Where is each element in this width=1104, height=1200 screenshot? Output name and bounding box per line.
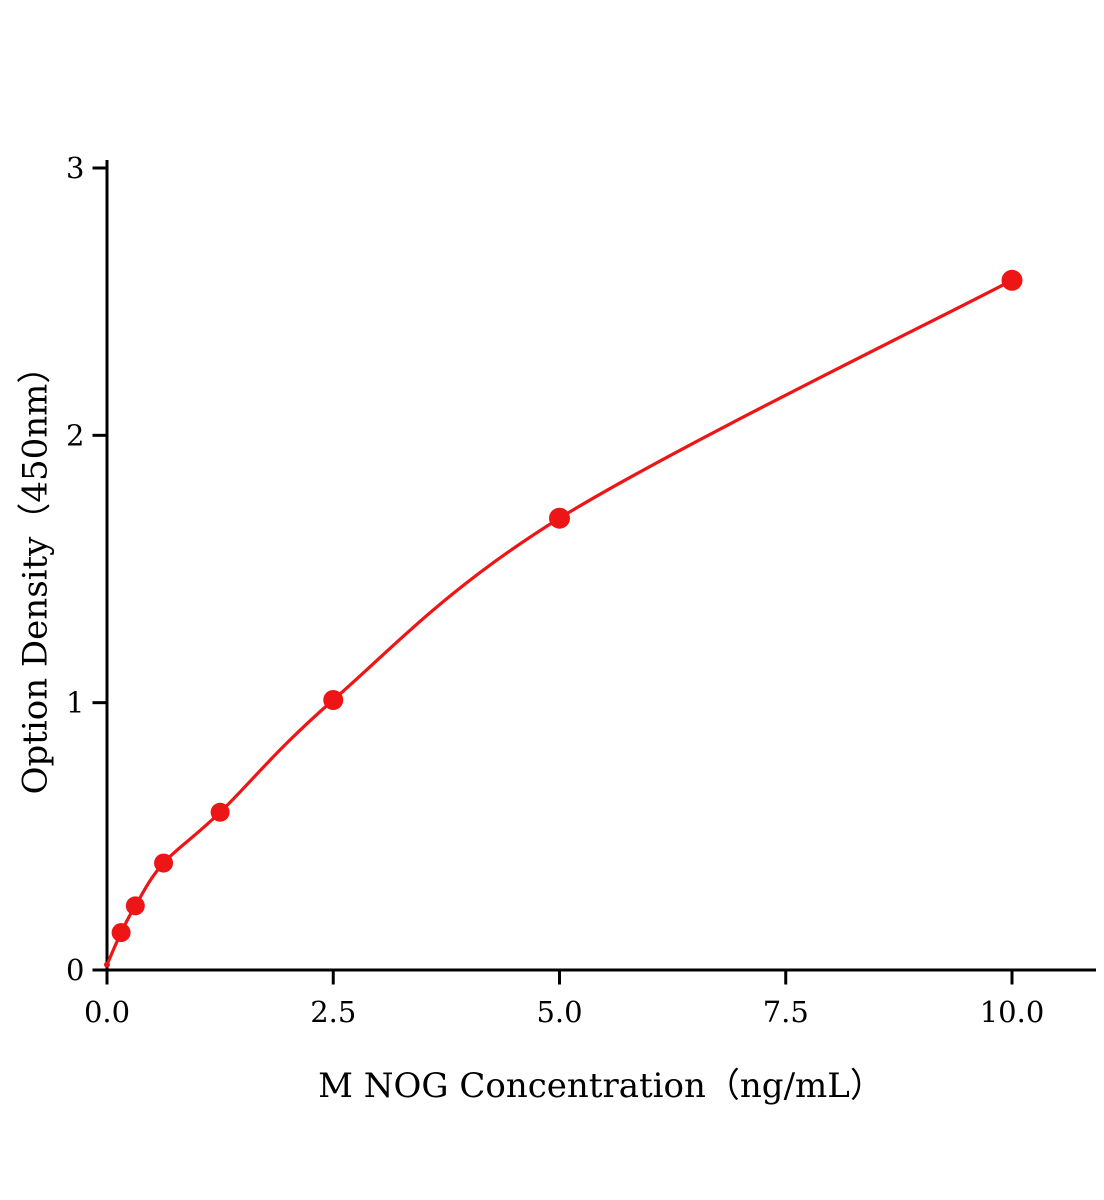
data-point — [125, 896, 145, 916]
curve-line — [105, 278, 1014, 967]
data-point — [549, 507, 570, 529]
data-point — [323, 689, 344, 710]
data-point — [1001, 269, 1023, 291]
data-point — [210, 802, 230, 822]
svg-text:5.0: 5.0 — [536, 995, 582, 1029]
svg-text:2.5: 2.5 — [310, 995, 356, 1029]
data-point — [154, 853, 174, 873]
data-point — [111, 923, 131, 943]
svg-text:10.0: 10.0 — [980, 995, 1045, 1029]
x-axis-title: M NOG Concentration（ng/mL） — [318, 1066, 884, 1106]
svg-text:0: 0 — [66, 953, 84, 987]
svg-text:1: 1 — [66, 686, 84, 720]
svg-text:0.0: 0.0 — [84, 995, 130, 1029]
y-axis-title: Option Density（450nm） — [15, 349, 56, 795]
svg-text:3: 3 — [66, 151, 84, 185]
data-point — [104, 961, 110, 968]
svg-text:2: 2 — [66, 418, 84, 452]
svg-text:7.5: 7.5 — [763, 995, 809, 1029]
